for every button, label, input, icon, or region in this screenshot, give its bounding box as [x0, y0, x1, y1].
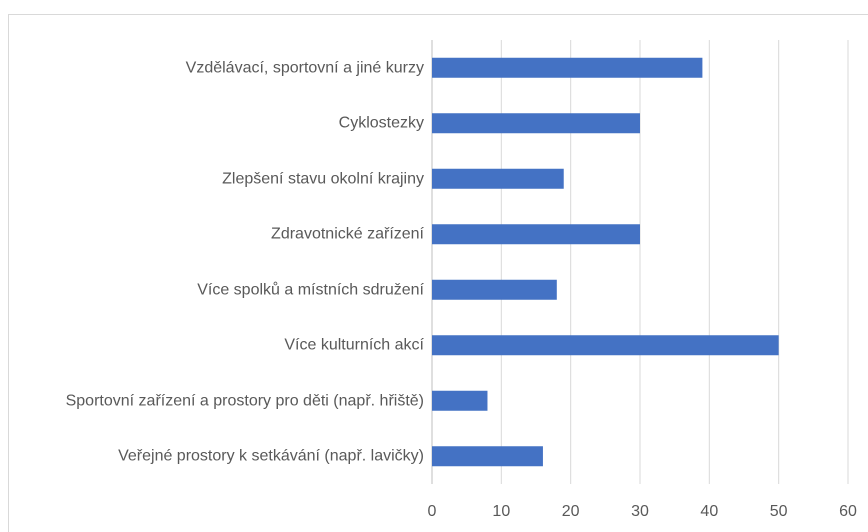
y-tick-label: Více spolků a místních sdružení: [197, 281, 424, 299]
x-tick-label: 30: [631, 503, 649, 520]
y-tick-label: Cyklostezky: [338, 114, 424, 132]
bar: [432, 446, 543, 467]
x-tick-label: 60: [839, 503, 857, 520]
x-tick-label: 10: [492, 503, 510, 520]
y-tick-label: Veřejné prostory k setkávání (např. lavi…: [118, 447, 424, 465]
bar: [432, 168, 564, 189]
bar: [432, 113, 640, 134]
y-tick-label: Zdravotnické zařízení: [271, 225, 424, 243]
bar: [432, 335, 779, 356]
y-tick-label: Vzdělávací, sportovní a jiné kurzy: [185, 59, 424, 77]
x-tick-label: 20: [562, 503, 580, 520]
bar: [432, 390, 488, 411]
y-tick-label: Sportovní zařízení a prostory pro děti (…: [65, 392, 424, 410]
bar: [432, 279, 557, 300]
x-tick-label: 40: [700, 503, 718, 520]
y-tick-label: Zlepšení stavu okolní krajiny: [222, 170, 424, 188]
y-tick-label: Více kulturních akcí: [284, 336, 424, 354]
chart-border: [8, 14, 868, 532]
bar: [432, 224, 640, 245]
x-tick-label: 50: [770, 503, 788, 520]
x-tick-label: 0: [428, 503, 437, 520]
bar: [432, 57, 703, 78]
